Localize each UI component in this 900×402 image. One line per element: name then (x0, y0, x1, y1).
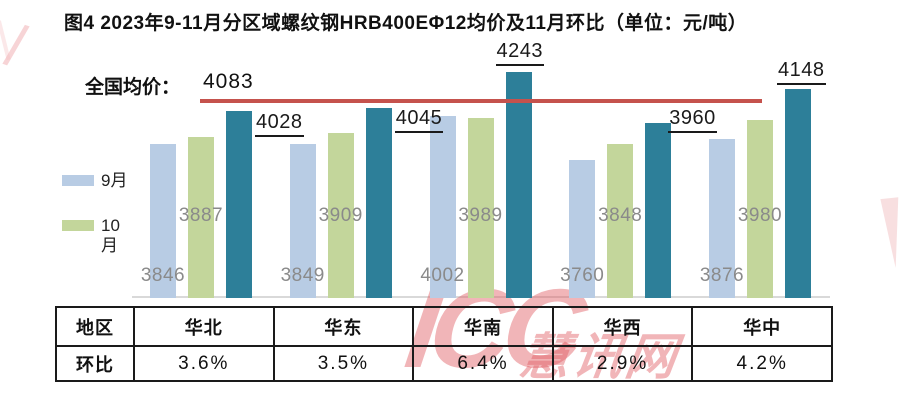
table-cell: 华西 (551, 306, 694, 347)
value-label-9月-华北: 3846 (140, 265, 186, 286)
table-cell: 3.5% (272, 345, 415, 382)
bar-10月-华东 (327, 132, 354, 298)
value-label-nov-华北: 4028 (255, 111, 304, 138)
table-cell: 华中 (691, 306, 833, 347)
legend-item-oct: 10月 (62, 216, 133, 255)
value-label-9月-华南: 4002 (420, 265, 465, 286)
value-label-10月-华北: 3887 (178, 205, 224, 226)
table-row-地区: 地区 华北 华东 华南 华西 华中 (55, 306, 833, 347)
bar-10月-华北 (188, 136, 214, 298)
table-cell: 3.6% (133, 345, 275, 382)
value-label-9月-华东: 3849 (280, 265, 325, 286)
table-row-header: 地区 (55, 306, 135, 347)
legend-label-oct: 10月 (101, 216, 120, 255)
chart-title: 图4 2023年9-11月分区域螺纹钢HRB400EΦ12均价及11月环比（单位… (64, 13, 748, 34)
national-average-value: 4083 (203, 70, 254, 93)
bar-11月-华中 (785, 89, 811, 298)
bar-11月-华北 (226, 111, 252, 298)
bar-9月-华中 (709, 138, 735, 298)
legend-label-sep: 9月 (101, 171, 128, 190)
bar-11月-华西 (645, 123, 672, 298)
bar-10月-华西 (607, 143, 634, 298)
legend-swatch-oct (62, 220, 94, 231)
bar-9月-华南 (429, 115, 456, 298)
value-label-10月-华西: 3848 (598, 205, 643, 226)
table-cell: 华东 (272, 306, 415, 347)
table-cell: 4.2% (691, 345, 833, 382)
value-label-nov-华东: 4045 (394, 107, 444, 133)
bar-11月-华南 (505, 72, 532, 298)
value-label-nov-华中: 4148 (777, 59, 826, 86)
bar-10月-华中 (747, 119, 773, 298)
table-cell: 华北 (133, 306, 275, 347)
bar-9月-华北 (150, 144, 176, 298)
value-label-9月-华西: 3760 (560, 265, 605, 286)
bar-9月-华西 (569, 159, 596, 298)
value-label-nov-华南: 4243 (495, 40, 544, 66)
value-label-9月-华中: 3876 (699, 265, 745, 286)
value-label-10月-华南: 3989 (458, 205, 503, 226)
region-ratio-table: 地区 华北 华东 华南 华西 华中 环比 3.6% 3.5% 6.4% 2.9% 4.2% (55, 306, 833, 382)
legend-swatch-sep (62, 175, 94, 186)
table-cell: 6.4% (412, 345, 554, 382)
national-average-label: 全国均价： (85, 77, 181, 98)
bar-11月-华东 (365, 108, 392, 298)
table-cell: 2.9% (551, 345, 694, 382)
table-row-header: 环比 (55, 345, 135, 382)
table-cell: 华南 (412, 306, 554, 347)
national-average-line (200, 99, 762, 104)
legend-item-sep: 9月 (62, 171, 133, 191)
watermark-fragment-right (880, 197, 900, 269)
value-label-nov-华西: 3960 (668, 107, 717, 134)
value-label-10月-华中: 3980 (737, 205, 783, 226)
bar-10月-华南 (467, 118, 494, 298)
value-label-10月-华东: 3909 (318, 205, 363, 226)
bar-9月-华东 (289, 143, 316, 298)
table-row-环比: 环比 3.6% 3.5% 6.4% 2.9% 4.2% (55, 345, 833, 382)
